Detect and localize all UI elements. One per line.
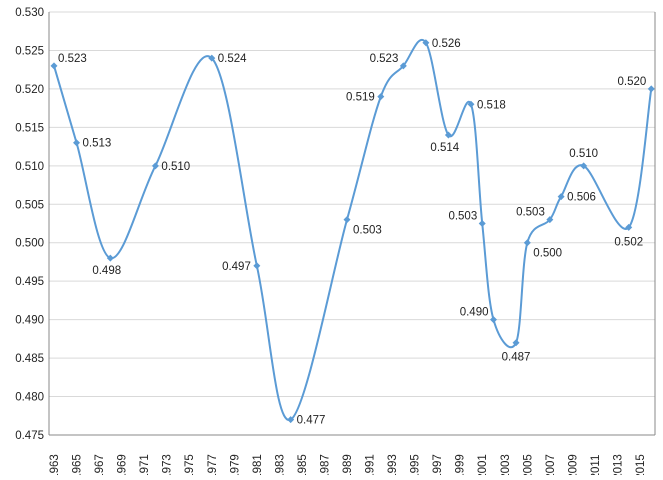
- data-label: 0.506: [567, 192, 596, 204]
- data-point-marker: [151, 162, 159, 170]
- data-label: 0.526: [432, 38, 461, 50]
- data-point-marker: [647, 85, 655, 93]
- data-label: 0.500: [533, 248, 562, 260]
- data-point-marker: [208, 54, 216, 62]
- data-point-marker: [444, 131, 452, 139]
- x-tick-label: 2013: [612, 454, 624, 475]
- data-point-marker: [467, 100, 475, 108]
- y-tick-label: 0.520: [15, 84, 44, 96]
- x-tick-label: 1985: [297, 454, 309, 475]
- data-label: 0.513: [83, 138, 112, 150]
- x-tick-label: 1969: [117, 454, 129, 475]
- y-tick-label: 0.505: [15, 199, 44, 211]
- data-label: 0.514: [430, 142, 459, 154]
- x-tick-label: 1993: [387, 454, 399, 475]
- data-label: 0.519: [346, 92, 375, 104]
- x-tick-label: 1995: [410, 454, 422, 475]
- y-tick-label: 0.525: [15, 45, 44, 57]
- x-tick-label: 2007: [545, 454, 557, 475]
- x-tick-label: 1981: [252, 454, 264, 475]
- data-point-marker: [557, 193, 565, 201]
- data-point-marker: [546, 216, 554, 224]
- y-tick-label: 0.515: [15, 122, 44, 134]
- x-tick-label: 1973: [162, 454, 174, 475]
- data-label: 0.487: [502, 352, 531, 364]
- x-tick-label: 2003: [500, 454, 512, 475]
- data-label: 0.523: [58, 53, 87, 65]
- data-label: 0.503: [516, 207, 545, 219]
- data-point-marker: [523, 239, 531, 247]
- data-label: 0.518: [477, 99, 506, 111]
- data-point-marker: [512, 339, 520, 347]
- data-point-marker: [343, 216, 351, 224]
- x-tick-label: 2001: [477, 454, 489, 475]
- data-point-marker: [73, 139, 81, 147]
- data-label: 0.520: [617, 76, 646, 88]
- y-tick-label: 0.500: [15, 238, 44, 250]
- data-point-marker: [580, 162, 588, 170]
- data-label: 0.477: [297, 415, 326, 427]
- x-tick-label: 1989: [342, 454, 354, 475]
- y-tick-label: 0.485: [15, 353, 44, 365]
- data-label: 0.523: [370, 53, 399, 65]
- data-label: 0.490: [460, 307, 489, 319]
- data-point-marker: [490, 316, 497, 324]
- data-point-marker: [50, 62, 58, 70]
- data-point-marker: [287, 416, 295, 424]
- x-tick-label: 2015: [635, 454, 647, 475]
- x-tick-label: 1991: [365, 454, 377, 475]
- y-tick-label: 0.510: [15, 161, 44, 173]
- data-point-marker: [478, 220, 486, 227]
- x-tick-label: 2005: [522, 454, 534, 475]
- data-point-marker: [422, 39, 430, 47]
- data-point-marker: [253, 262, 261, 270]
- data-label: 0.524: [218, 53, 247, 65]
- data-label: 0.503: [448, 211, 477, 223]
- x-tick-label: 1997: [432, 454, 444, 475]
- x-tick-label: 1975: [184, 454, 196, 475]
- y-tick-label: 0.490: [15, 315, 44, 327]
- y-tick-label: 0.530: [15, 7, 44, 19]
- data-point-marker: [377, 93, 385, 101]
- x-tick-label: 1977: [207, 454, 219, 475]
- x-tick-label: 1979: [229, 454, 241, 475]
- data-point-marker: [106, 254, 114, 262]
- x-tick-label: 1987: [319, 454, 331, 475]
- data-point-marker: [625, 223, 633, 231]
- data-label: 0.510: [569, 148, 598, 160]
- x-tick-label: 2009: [567, 454, 579, 475]
- x-tick-label: 1963: [49, 454, 61, 475]
- data-label: 0.502: [614, 236, 643, 248]
- data-label: 0.498: [92, 265, 121, 277]
- data-label: 0.510: [161, 161, 190, 173]
- y-tick-label: 0.480: [15, 392, 44, 404]
- y-tick-label: 0.495: [15, 276, 44, 288]
- x-tick-label: 1999: [455, 454, 467, 475]
- x-tick-label: 1983: [274, 454, 286, 475]
- data-label: 0.503: [353, 225, 382, 237]
- series-line: [53, 39, 653, 421]
- y-tick-label: 0.475: [15, 430, 44, 442]
- x-tick-label: 1967: [94, 454, 106, 475]
- data-point-marker: [399, 62, 407, 70]
- x-tick-label: 1971: [139, 454, 151, 475]
- data-label: 0.497: [222, 261, 251, 273]
- x-tick-label: 1965: [72, 454, 84, 475]
- x-tick-label: 2011: [590, 455, 602, 475]
